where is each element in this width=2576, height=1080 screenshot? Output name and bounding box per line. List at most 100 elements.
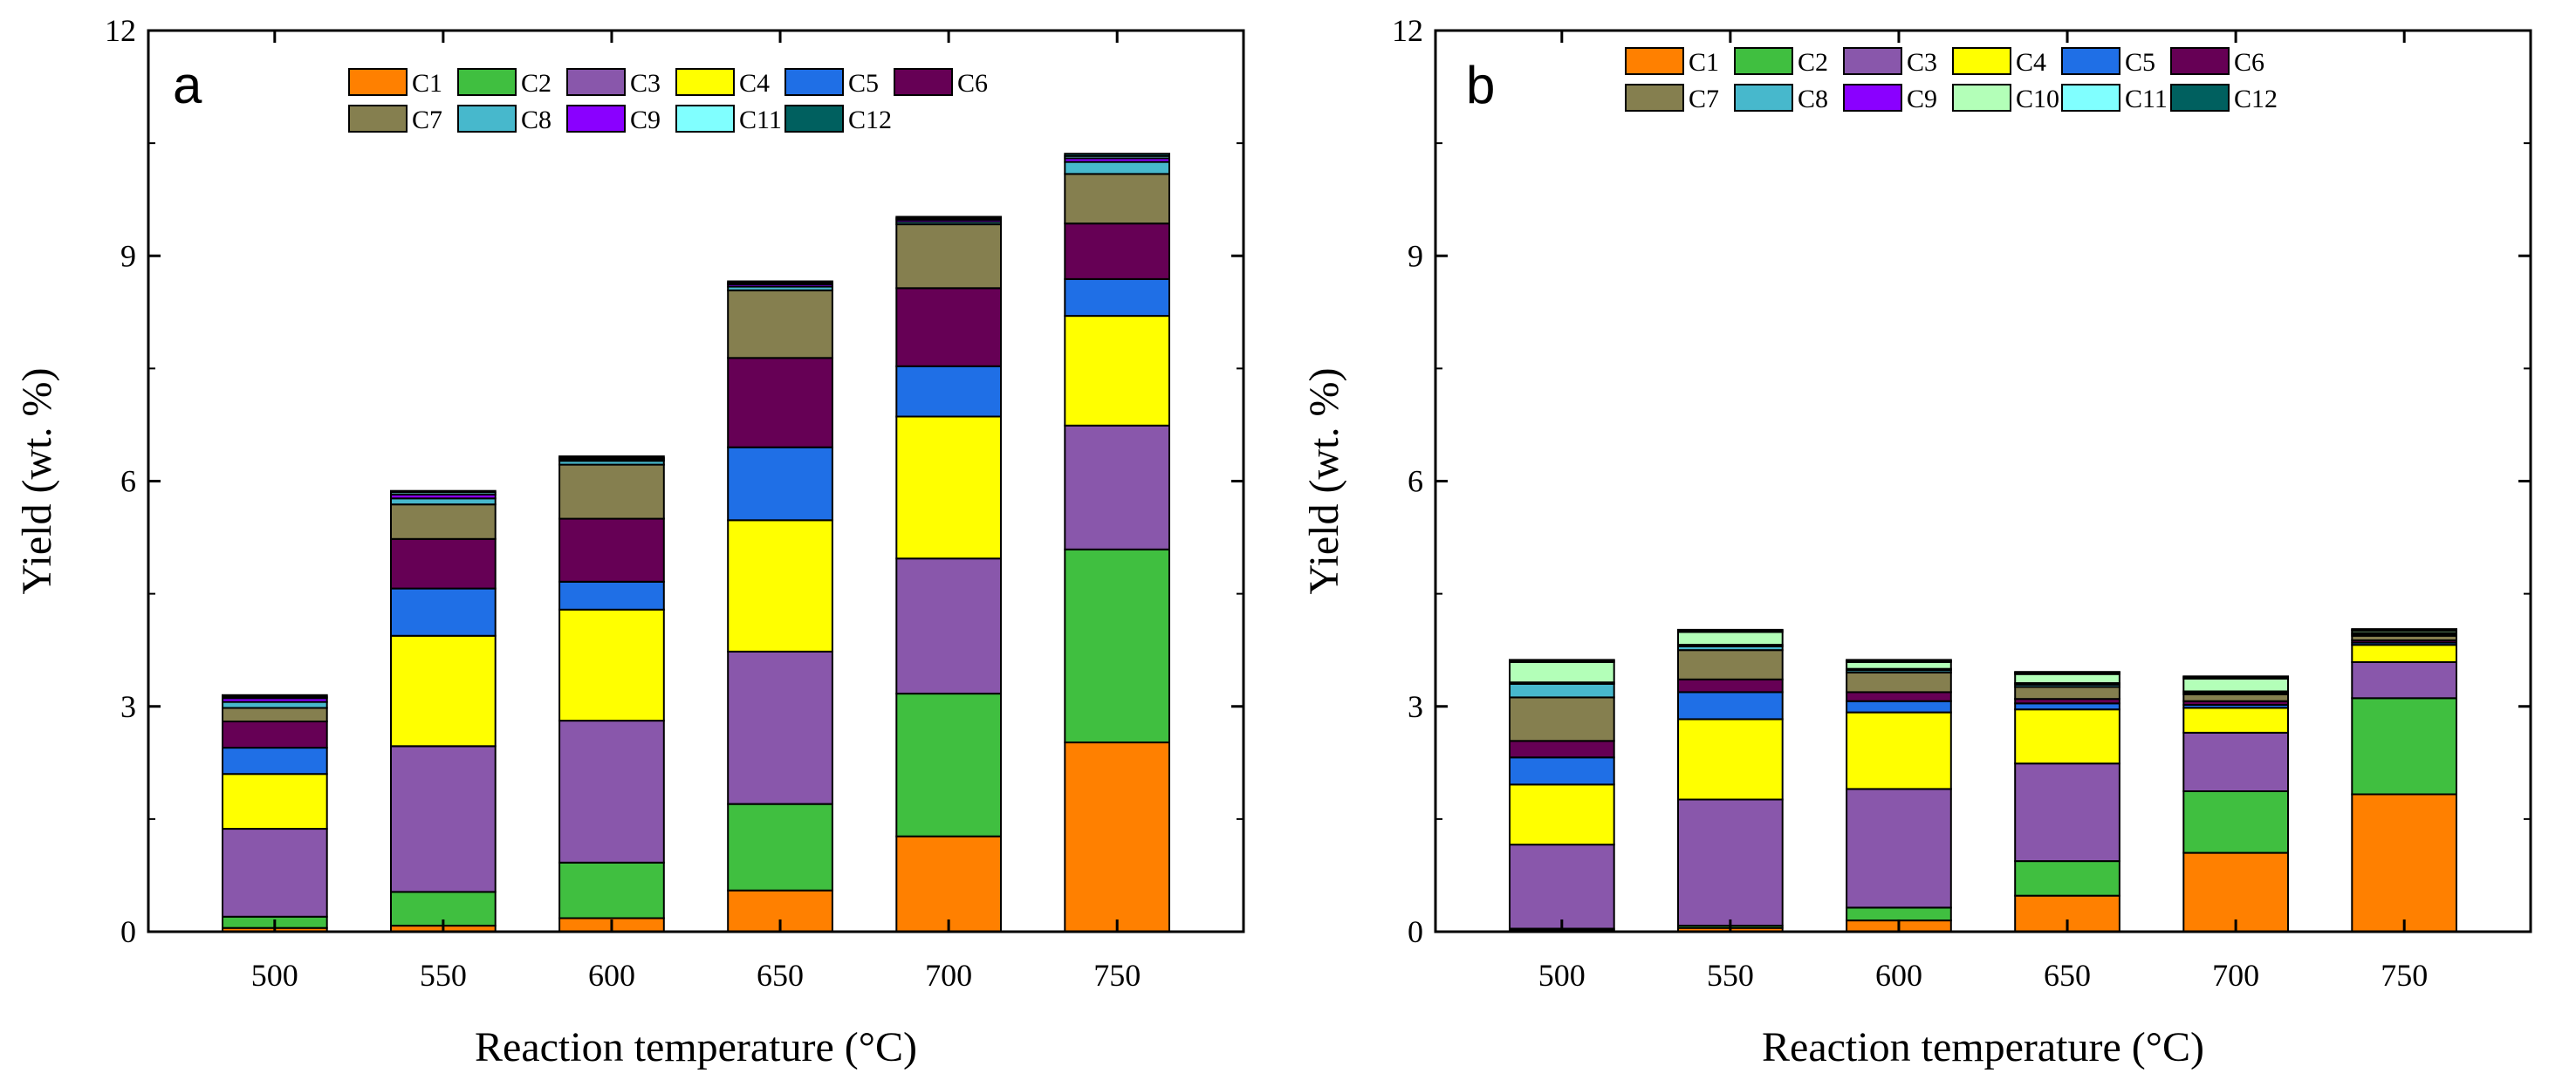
bar-c6-600	[558, 517, 665, 583]
bar-c5-500	[222, 747, 328, 776]
bar-c5-600	[558, 580, 665, 611]
bar-c10-700	[2182, 677, 2290, 693]
bar-c12-550	[1677, 628, 1784, 632]
legend-label-c7: C7	[1689, 85, 1719, 113]
legend-item-c3: C3	[566, 68, 661, 98]
bar-c5-500	[1509, 756, 1615, 786]
bar-c4-700	[895, 415, 1003, 560]
y-tick-label-0: 0	[1408, 914, 1423, 949]
bars	[222, 153, 1171, 933]
legend-label-c6: C6	[957, 69, 988, 98]
legend-swatch-c8	[1734, 84, 1793, 112]
bar-c10-650	[2014, 673, 2120, 685]
y-tick-label-6: 6	[1408, 464, 1423, 499]
bar-c4-600	[558, 608, 665, 722]
legend-swatch-c9	[1843, 84, 1902, 112]
bar-c3-700	[895, 557, 1003, 695]
legend-label-c11: C11	[739, 106, 782, 134]
legend-swatch-c7	[348, 105, 408, 133]
panel-b: 0 3 6 9 12 500 550 600 650 700 750 Reaction tempera…	[1301, 13, 2532, 1070]
legend-swatch-c11	[675, 105, 735, 133]
y-tick-label-3: 3	[120, 689, 136, 724]
bar-c7-700	[2182, 694, 2290, 702]
legend-item-c7: C7	[1625, 84, 1719, 113]
bar-c6-650	[727, 357, 833, 448]
legend-label-c5: C5	[2125, 48, 2155, 77]
legend: C1 C2 C3 C4 C5 C6 C7 C8 C9 C11 C12	[348, 68, 988, 134]
legend-label-c9: C9	[630, 106, 661, 134]
legend-item-c12: C12	[784, 105, 892, 134]
legend-label-c3: C3	[630, 69, 661, 98]
bar-c7-550	[390, 503, 497, 540]
legend-label-c4: C4	[2016, 48, 2046, 77]
legend-label-c8: C8	[521, 106, 552, 134]
bar-c2-700	[895, 693, 1003, 837]
legend-label-c2: C2	[1798, 48, 1828, 77]
x-tick-label-700: 700	[925, 958, 972, 993]
legend-item-c6: C6	[894, 68, 988, 98]
legend-swatch-c3	[566, 68, 626, 96]
bar-c10-500	[1509, 661, 1615, 684]
legend-swatch-c6	[2170, 47, 2230, 75]
legend-swatch-c12	[784, 105, 844, 133]
bar-c3-600	[558, 720, 665, 864]
x-tick-label-700: 700	[2212, 958, 2259, 993]
bar-c2-750	[1064, 548, 1171, 743]
x-tick-label-500: 500	[1538, 958, 1586, 993]
legend-swatch-c1	[1625, 47, 1684, 75]
legend-swatch-c6	[894, 68, 953, 96]
bar-c5-550	[1677, 691, 1784, 721]
x-tick-label-750: 750	[2381, 958, 2428, 993]
legend-item-c8: C8	[457, 105, 552, 134]
y-tick-label-9: 9	[1408, 238, 1423, 273]
legend-item-c11: C11	[2061, 84, 2168, 113]
bar-c5-600	[1846, 700, 1952, 714]
y-tick-label-0: 0	[120, 914, 136, 949]
legend-item-c9: C9	[566, 105, 661, 134]
legend-item-c1: C1	[1625, 47, 1719, 77]
legend-swatch-c5	[784, 68, 844, 96]
bar-c1-750	[1064, 742, 1171, 933]
y-tick-label-12: 12	[1392, 13, 1423, 48]
x-tick-label-500: 500	[251, 958, 298, 993]
legend-label-c11: C11	[2125, 85, 2168, 113]
x-tick-label-600: 600	[1875, 958, 1922, 993]
bar-c7-650	[2014, 686, 2120, 701]
bar-c4-550	[390, 634, 497, 748]
x-axis-title: Reaction temperature (°C)	[1762, 1024, 2204, 1070]
bar-c4-700	[2182, 707, 2290, 734]
bar-c12-500	[222, 694, 328, 698]
legend-swatch-c1	[348, 68, 408, 96]
legend-item-c4: C4	[1952, 47, 2046, 77]
bar-c12-750	[2351, 628, 2458, 631]
legend-item-c4: C4	[675, 68, 770, 98]
legend-label-c2: C2	[521, 69, 552, 98]
bar-c1-750	[2351, 793, 2458, 933]
bar-c6-550	[1677, 678, 1784, 694]
bar-c3-650	[2014, 762, 2120, 863]
bar-c4-650	[2014, 708, 2120, 765]
legend-swatch-c9	[566, 105, 626, 133]
legend-item-c6: C6	[2170, 47, 2264, 77]
y-axis-title: Yield (wt. %)	[1301, 368, 1347, 595]
bar-c2-600	[1846, 906, 1952, 922]
bar-c3-500	[222, 828, 328, 918]
bar-c2-650	[727, 803, 833, 892]
bar-c12-700	[2182, 675, 2290, 679]
bar-c12-650	[2014, 671, 2120, 674]
legend-item-c1: C1	[348, 68, 442, 98]
bar-c1-700	[2182, 851, 2290, 933]
bar-c5-650	[2014, 702, 2120, 711]
legend-swatch-c4	[675, 68, 735, 96]
x-axis: 500 550 600 650 700 750	[251, 31, 1141, 993]
bar-c7-500	[222, 707, 328, 722]
x-tick-label-650: 650	[2044, 958, 2091, 993]
legend-swatch-c8	[457, 105, 517, 133]
bar-c4-600	[1846, 711, 1952, 790]
bar-c5-700	[895, 365, 1003, 418]
bar-c10-550	[1677, 631, 1784, 646]
legend-item-c12: C12	[2170, 84, 2278, 113]
legend-label-c9: C9	[1907, 85, 1937, 113]
legend-item-c11: C11	[675, 105, 782, 134]
y-tick-label-9: 9	[120, 238, 136, 273]
